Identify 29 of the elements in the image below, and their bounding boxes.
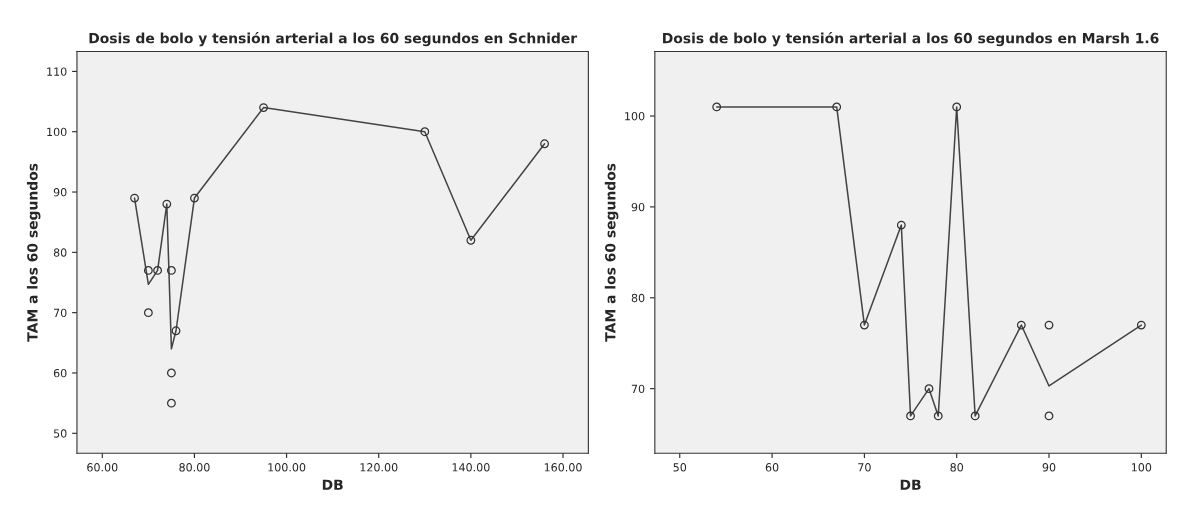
x-tick-label: 80.00 bbox=[179, 463, 210, 472]
y-axis-title: TAM a los 60 segundos bbox=[604, 163, 619, 342]
y-axis-title: TAM a los 60 segundos bbox=[26, 163, 41, 342]
x-tick-label: 70 bbox=[858, 463, 871, 472]
x-tick-label: 120.00 bbox=[360, 463, 398, 472]
y-tick-label: 100 bbox=[625, 112, 645, 121]
y-tick-label: 70 bbox=[54, 308, 67, 318]
x-tick-label: 80 bbox=[950, 463, 964, 472]
y-tick-label: 110 bbox=[47, 67, 67, 76]
x-tick-label: 100 bbox=[1131, 463, 1152, 472]
x-axis-title: DB bbox=[900, 479, 921, 490]
y-tick-label: 50 bbox=[53, 429, 67, 438]
chart-title: Dosis de bolo y tensión arterial a los 60 segundos en Schnider bbox=[89, 32, 578, 47]
y-tick-label: 80 bbox=[631, 293, 645, 303]
x-axis-title: DB bbox=[322, 479, 343, 490]
y-tick-label: 70 bbox=[631, 384, 645, 394]
y-tick-label: 90 bbox=[631, 202, 645, 212]
x-tick-label: 90 bbox=[1042, 463, 1056, 472]
x-tick-label: 100.00 bbox=[268, 463, 306, 472]
x-tick-label: 140.00 bbox=[452, 463, 490, 472]
chart-title: Dosis de bolo y tensión arterial a los 60 segundos en Marsh 1.6 bbox=[663, 32, 1159, 47]
x-tick-label: 60 bbox=[765, 463, 779, 472]
x-tick-label: 60.00 bbox=[87, 463, 118, 472]
y-tick-label: 90 bbox=[53, 188, 67, 197]
x-tick-label: 50 bbox=[673, 463, 687, 472]
y-tick-label: 80 bbox=[53, 248, 67, 257]
y-tick-label: 60 bbox=[53, 368, 67, 378]
x-tick-label: 160.00 bbox=[544, 463, 582, 472]
y-tick-label: 100 bbox=[47, 127, 67, 137]
